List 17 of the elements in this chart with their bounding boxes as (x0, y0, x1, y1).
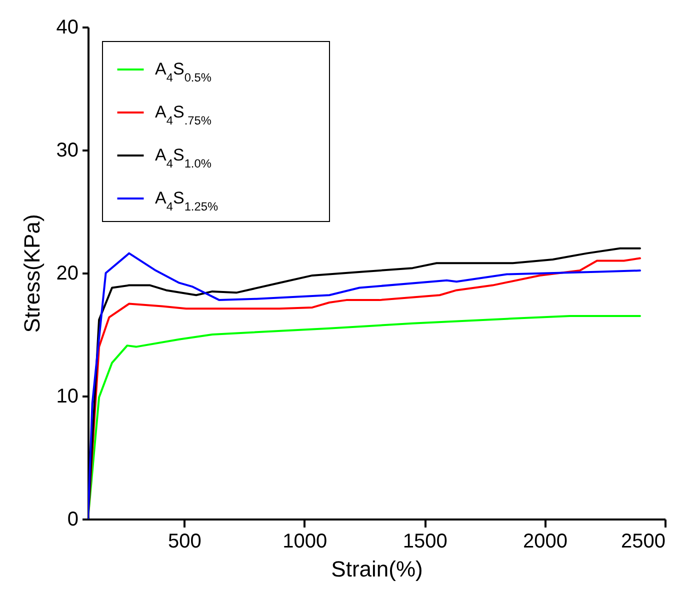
y-tick-label: 30 (56, 140, 78, 162)
x-tick-label: 1000 (282, 530, 328, 552)
legend-label: A$_{4}$S$_{1.0%}$ (155, 146, 212, 170)
x-tick-label: 2000 (523, 530, 568, 552)
y-tick-label: 40 (56, 16, 78, 38)
y-tick-label: 0 (67, 508, 78, 530)
y-axis-title: Stress(KPa) (19, 214, 44, 333)
x-tick-label: 500 (168, 530, 202, 552)
y-tick-label: 20 (56, 262, 78, 284)
x-tick-label: 1500 (402, 530, 448, 552)
legend-label: A$_{4}$S$_{1.25%}$ (155, 188, 218, 214)
line-series (88, 315, 641, 519)
x-axis-title: Strain(%) (331, 556, 423, 582)
y-tick-label: 10 (56, 386, 78, 408)
legend-label: A$_{4}$S$_{0.5%}$ (155, 60, 212, 84)
x-tick-label: 2500 (621, 530, 666, 552)
legend-label: A$_{4}$S$_{.75%}$ (155, 102, 212, 128)
